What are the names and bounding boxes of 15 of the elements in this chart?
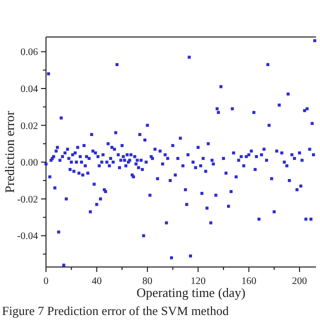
- text: Figure 7 Prediction error of the SVM method: [2, 304, 230, 318]
- x-tick-label: 160: [241, 276, 256, 287]
- y-tick-label: 0.06: [20, 47, 38, 58]
- x-tick-label: 40: [92, 276, 102, 287]
- x-tick-label: 0: [44, 276, 48, 287]
- x-tick-label: 120: [190, 276, 206, 287]
- y-axis-title: Prediction error: [2, 110, 17, 193]
- x-tick-label: 80: [142, 276, 152, 287]
- y-tick-label: 0.02: [20, 120, 38, 132]
- x-axis-title: Operating time (day): [136, 285, 246, 300]
- y-tick-label: -0.02: [17, 194, 38, 206]
- x-tick-label: 200: [292, 276, 308, 287]
- y-tick-label: -0.04: [17, 231, 38, 242]
- y-tick-label: 0.04: [20, 84, 38, 96]
- y-tick-label: 0.00: [20, 158, 38, 169]
